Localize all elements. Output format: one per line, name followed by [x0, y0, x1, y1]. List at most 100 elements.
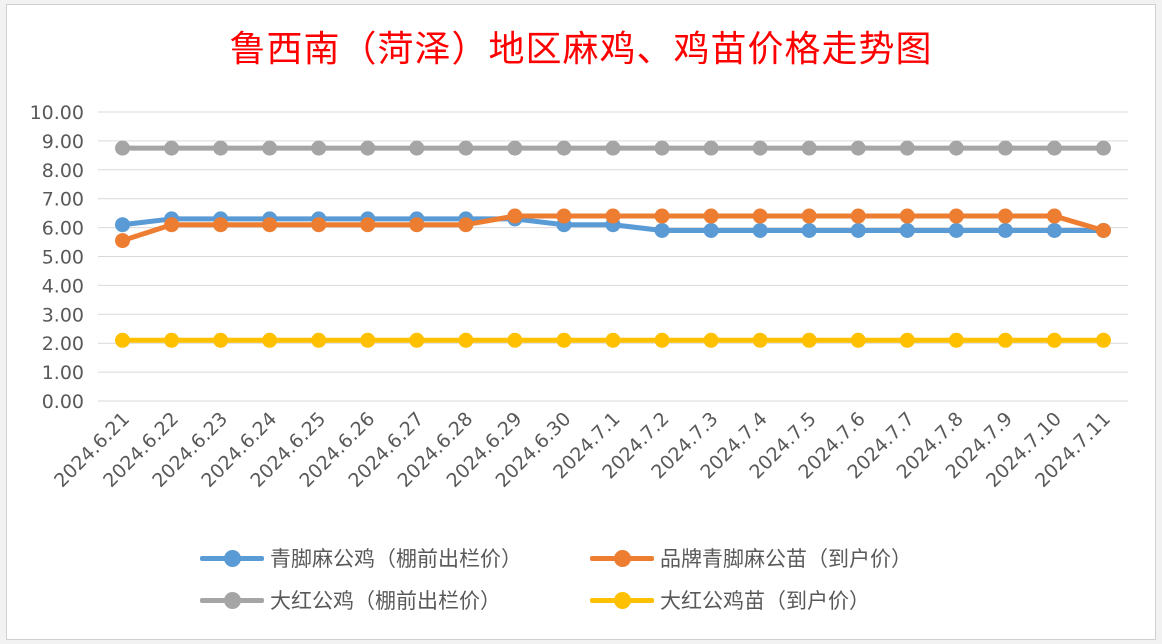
- legend-swatch-series-2: [590, 543, 654, 573]
- legend-marker: [224, 550, 241, 567]
- legend-item-series-3[interactable]: 大红公鸡（棚前出栏价）: [200, 585, 501, 615]
- data-point[interactable]: [458, 140, 474, 156]
- data-point[interactable]: [899, 208, 915, 224]
- data-point[interactable]: [1046, 140, 1062, 156]
- data-point[interactable]: [311, 140, 327, 156]
- data-point[interactable]: [703, 222, 719, 238]
- data-point[interactable]: [1095, 332, 1111, 348]
- chart-title: 鲁西南（菏泽）地区麻鸡、鸡苗价格走势图: [229, 29, 933, 70]
- legend-marker: [614, 592, 631, 609]
- data-point[interactable]: [556, 140, 572, 156]
- data-point[interactable]: [654, 222, 670, 238]
- data-point[interactable]: [458, 217, 474, 233]
- data-point[interactable]: [752, 140, 768, 156]
- data-point[interactable]: [997, 332, 1013, 348]
- data-point[interactable]: [360, 332, 376, 348]
- y-axis-ticks: 0.00 1.00 2.00 3.00 4.00 5.00 6.00 7.00 8.00 9.00…: [30, 102, 84, 413]
- data-point[interactable]: [1046, 208, 1062, 224]
- legend-swatch-series-1: [200, 543, 264, 573]
- data-point[interactable]: [801, 222, 817, 238]
- y-tick-label: 5.00: [42, 247, 84, 269]
- data-point[interactable]: [262, 217, 278, 233]
- data-point[interactable]: [556, 208, 572, 224]
- data-point[interactable]: [948, 332, 964, 348]
- data-point[interactable]: [164, 140, 180, 156]
- data-point[interactable]: [801, 208, 817, 224]
- y-tick-label: 10.00: [30, 102, 84, 124]
- data-point[interactable]: [164, 332, 180, 348]
- data-point[interactable]: [507, 208, 523, 224]
- series-3: [115, 140, 1111, 156]
- x-axis-ticks: 2024.6.212024.6.222024.6.232024.6.242024…: [50, 408, 1115, 492]
- y-tick-label: 8.00: [42, 160, 84, 182]
- data-point[interactable]: [213, 217, 229, 233]
- data-point[interactable]: [605, 140, 621, 156]
- data-point[interactable]: [654, 332, 670, 348]
- legend-item-series-2[interactable]: 品牌青脚麻公苗（到户价）: [590, 543, 912, 573]
- data-point[interactable]: [899, 222, 915, 238]
- data-point[interactable]: [654, 140, 670, 156]
- data-point[interactable]: [752, 208, 768, 224]
- series-2: [115, 208, 1111, 249]
- series-4: [115, 332, 1111, 348]
- data-point[interactable]: [801, 332, 817, 348]
- data-point[interactable]: [507, 332, 523, 348]
- data-point[interactable]: [458, 332, 474, 348]
- data-point[interactable]: [311, 217, 327, 233]
- data-point[interactable]: [409, 140, 425, 156]
- data-point[interactable]: [948, 208, 964, 224]
- data-point[interactable]: [948, 140, 964, 156]
- data-point[interactable]: [654, 208, 670, 224]
- legend-label: 大红公鸡苗（到户价）: [660, 589, 870, 613]
- data-point[interactable]: [801, 140, 817, 156]
- data-point[interactable]: [899, 332, 915, 348]
- data-point[interactable]: [115, 140, 131, 156]
- chart-area: [6, 4, 1156, 640]
- legend-item-series-1[interactable]: 青脚麻公鸡（棚前出栏价）: [200, 543, 522, 573]
- y-tick-label: 3.00: [42, 304, 84, 326]
- data-point[interactable]: [360, 217, 376, 233]
- data-point[interactable]: [997, 140, 1013, 156]
- data-point[interactable]: [1046, 332, 1062, 348]
- data-point[interactable]: [360, 140, 376, 156]
- data-point[interactable]: [409, 217, 425, 233]
- legend-swatch-series-4: [590, 585, 654, 615]
- data-point[interactable]: [262, 140, 278, 156]
- data-point[interactable]: [115, 332, 131, 348]
- data-point[interactable]: [703, 332, 719, 348]
- data-point[interactable]: [850, 222, 866, 238]
- data-point[interactable]: [262, 332, 278, 348]
- data-point[interactable]: [115, 233, 131, 249]
- data-point[interactable]: [605, 208, 621, 224]
- data-point[interactable]: [556, 332, 572, 348]
- series-layer: [115, 140, 1111, 348]
- y-tick-label: 2.00: [42, 333, 84, 355]
- data-point[interactable]: [115, 217, 131, 233]
- y-tick-label: 9.00: [42, 131, 84, 153]
- data-point[interactable]: [703, 208, 719, 224]
- data-point[interactable]: [850, 332, 866, 348]
- data-point[interactable]: [507, 140, 523, 156]
- data-point[interactable]: [850, 208, 866, 224]
- data-point[interactable]: [752, 222, 768, 238]
- data-point[interactable]: [311, 332, 327, 348]
- data-point[interactable]: [164, 217, 180, 233]
- data-point[interactable]: [1095, 140, 1111, 156]
- data-point[interactable]: [850, 140, 866, 156]
- data-point[interactable]: [409, 332, 425, 348]
- data-point[interactable]: [703, 140, 719, 156]
- data-point[interactable]: [997, 222, 1013, 238]
- data-point[interactable]: [1046, 222, 1062, 238]
- data-point[interactable]: [752, 332, 768, 348]
- data-point[interactable]: [948, 222, 964, 238]
- data-point[interactable]: [1095, 222, 1111, 238]
- data-point[interactable]: [213, 140, 229, 156]
- legend-item-series-4[interactable]: 大红公鸡苗（到户价）: [590, 585, 870, 615]
- data-point[interactable]: [997, 208, 1013, 224]
- legend-marker: [614, 550, 631, 567]
- data-point[interactable]: [899, 140, 915, 156]
- legend-swatch-series-3: [200, 585, 264, 615]
- data-point[interactable]: [213, 332, 229, 348]
- data-point[interactable]: [605, 332, 621, 348]
